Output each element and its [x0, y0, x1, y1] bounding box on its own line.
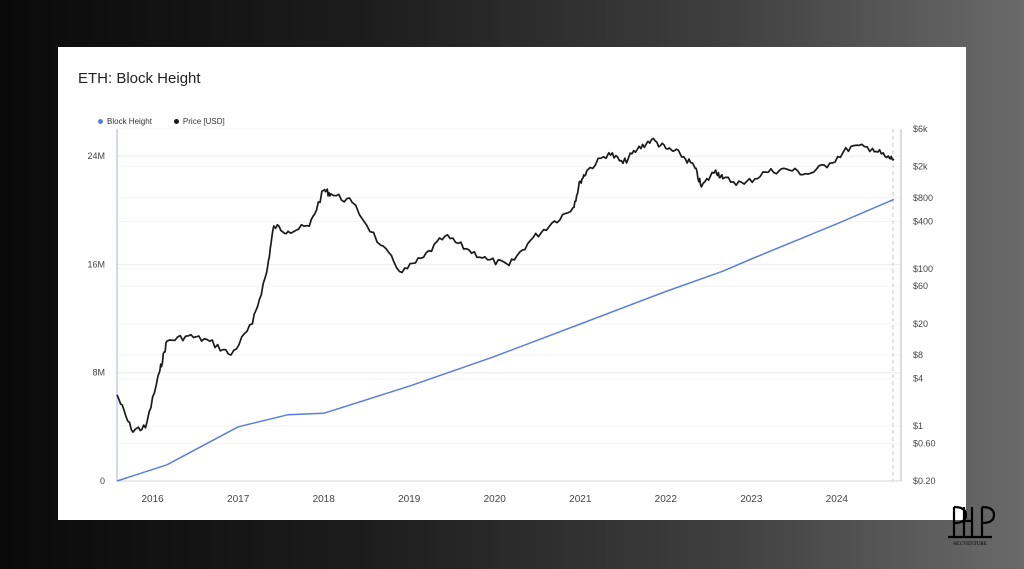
y-right-tick-label: $100: [913, 264, 933, 274]
legend-label-price: Price [USD]: [182, 117, 225, 126]
y-right-tick-label: $2k: [913, 162, 928, 172]
legend: Block Height Price [USD]: [98, 117, 225, 126]
x-tick-label: 2021: [569, 494, 592, 505]
series-line-block-height: [116, 198, 895, 482]
y-left-tick-label: 8M: [92, 368, 105, 378]
x-tick-label: 2022: [655, 494, 678, 505]
y-left-tick-label: 16M: [87, 259, 105, 269]
legend-dot-price: [173, 119, 179, 124]
y-right-tick-label: $6k: [913, 124, 928, 134]
legend-label-block-height: Block Height: [107, 117, 152, 126]
y-right-tick-label: $1: [913, 421, 923, 431]
x-tick-label: 2016: [142, 494, 165, 505]
series-line-price: [116, 137, 895, 433]
y-right-tick-label: $0.60: [913, 438, 936, 448]
legend-dot-block-height: [98, 119, 103, 124]
y-right-tick-label: $60: [913, 281, 928, 291]
chart-title: ETH: Block Height: [78, 70, 201, 87]
y-right-tick-label: $0.20: [913, 476, 936, 486]
y-right-tick-label: $4: [913, 374, 923, 384]
x-tick-label: 2024: [826, 494, 849, 505]
legend-item-price[interactable]: Price [USD]: [173, 117, 225, 126]
x-tick-label: 2023: [740, 494, 763, 505]
x-tick-label: 2018: [313, 494, 336, 505]
y-left-tick-label: 0: [100, 476, 105, 486]
chart-plot: 0 8M 16M 24M $6k $2k $800 $400 $100 $60 $20 $8 $4 $1 $…: [87, 124, 936, 505]
chart-card: ETH: Block Height Block Height Price [US…: [58, 47, 966, 520]
x-tick-label: 2020: [484, 494, 507, 505]
hccventure-logo: HCCVENTURE: [948, 505, 996, 547]
y-right-tick-label: $8: [913, 350, 923, 360]
x-tick-label: 2017: [227, 494, 250, 505]
y-right-tick-label: $800: [913, 193, 933, 203]
legend-item-block-height[interactable]: Block Height: [98, 117, 152, 126]
y-left-tick-label: 24M: [87, 151, 105, 161]
watermark-text: HCCVENTURE: [953, 542, 987, 547]
y-right-tick-label: $400: [913, 216, 933, 226]
x-tick-label: 2019: [398, 494, 421, 505]
y-right-tick-label: $20: [913, 319, 928, 329]
